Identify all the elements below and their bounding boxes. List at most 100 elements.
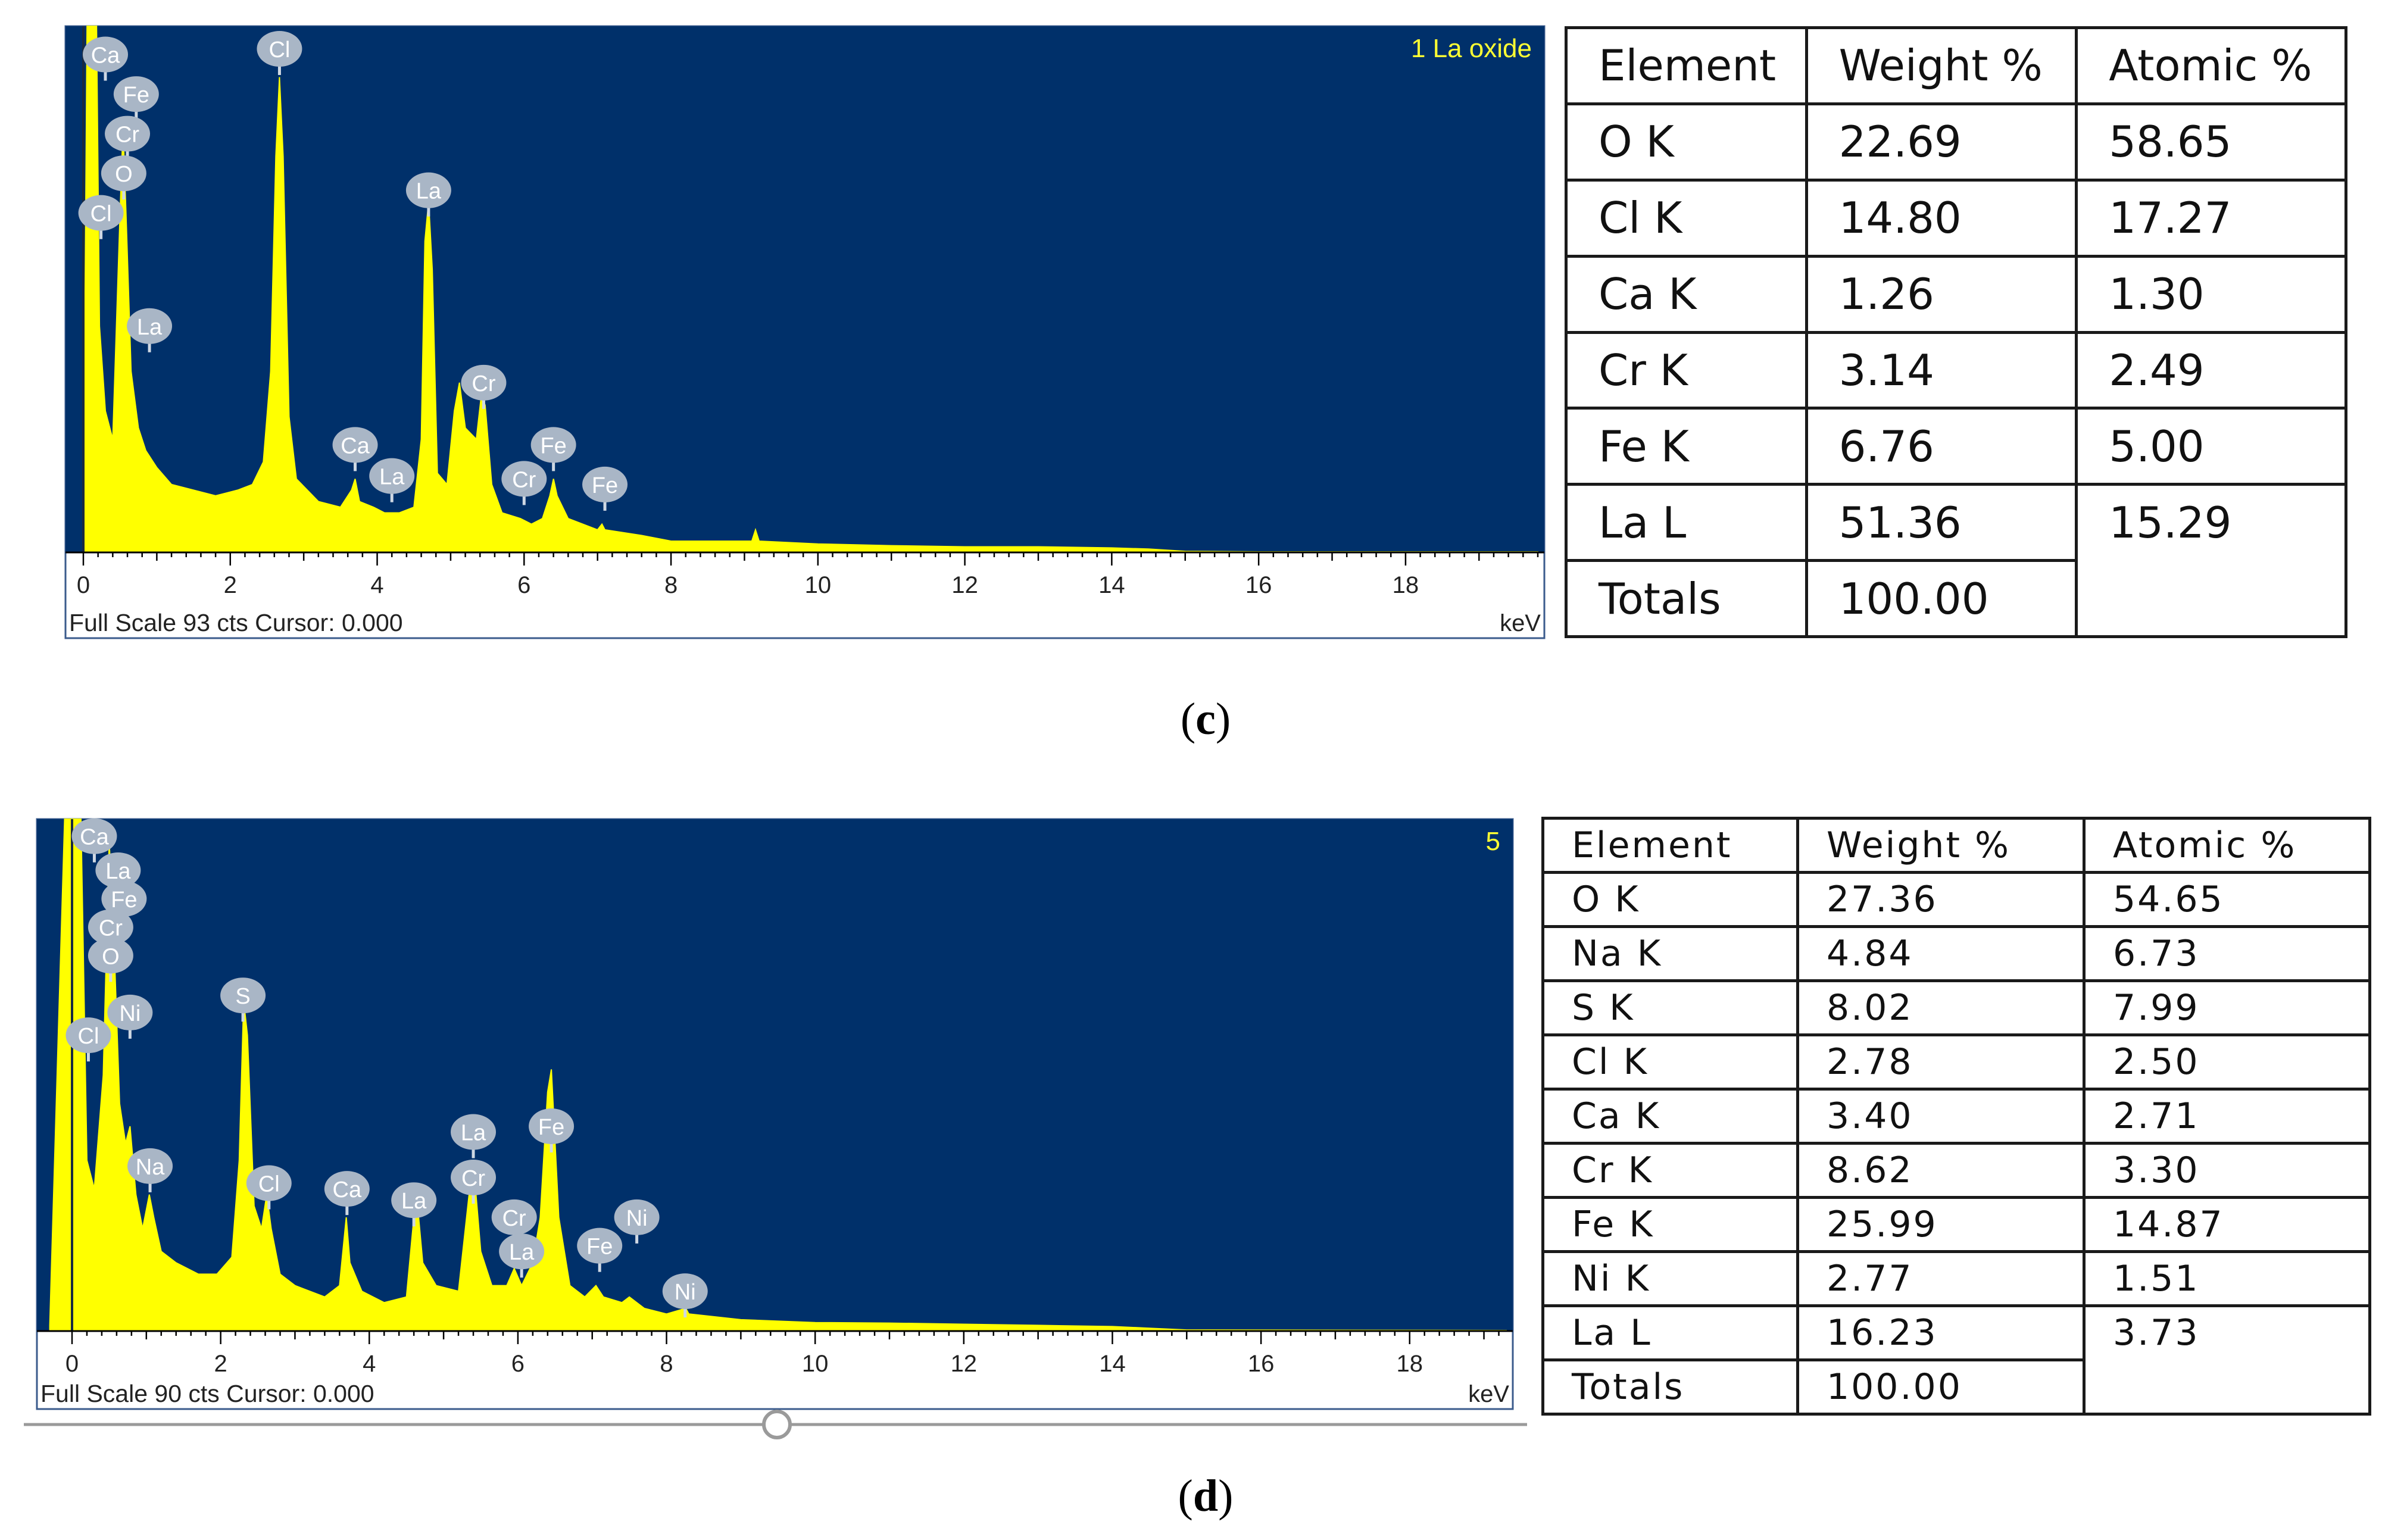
peak-label-badge [530,427,576,463]
cell-element: Ca K [1565,254,1808,334]
x-tick-label: 6 [517,572,530,598]
peak-label-text: Ca [333,1177,362,1202]
label-paren-open: ( [1178,1471,1193,1521]
horizontal-scrollbar[interactable] [24,1410,1527,1439]
peak-label: Ca [332,427,378,471]
spectrum-chart-c: 0 2 4 6 8 10 12 14 16 18 keV Full Scale 93 cts Curs… [64,25,1546,639]
cell-element: Ni K [1541,1250,1799,1307]
peak-label-text: Cl [269,38,290,63]
peak-label-text: Ni [675,1280,696,1305]
cell-atomic: 54.65 [2082,871,2372,928]
cell-weight: 2.78 [1796,1033,2086,1091]
peak-label-badge [246,1165,292,1201]
peak-label-text: Cl [90,202,112,227]
cell-empty [2082,1360,2372,1416]
peak-label-badge [369,458,415,494]
label-paren-close: ) [1218,1471,1234,1521]
cell-weight: 6.76 [1805,407,2078,486]
table-row: La L 51.36 15.29 [1565,483,2347,563]
peak-label-badge [101,880,147,917]
cell-weight: 16.23 [1796,1304,2086,1361]
cell-atomic: 2.71 [2082,1088,2372,1145]
peak-label: Fe [577,1227,623,1272]
table-row: S K 8.02 7.99 [1541,979,2372,1036]
peak-label-badge [491,1199,537,1235]
table-row: O K 27.36 54.65 [1541,871,2372,928]
peak-label-badge [107,994,153,1030]
peak-label-badge [65,1017,111,1054]
peak-label: Fe [530,427,576,471]
cell-totals-label: Totals [1565,559,1808,638]
peak-label: O [88,938,133,982]
x-tick-label: 2 [224,572,237,598]
peak-label-text: Ca [341,433,370,458]
peak-label: Cr [501,461,547,505]
peak-label: La [127,308,173,352]
cell-atomic: 1.51 [2082,1250,2372,1307]
peak-label-text: Cl [258,1172,280,1197]
x-tick-label: 14 [1098,572,1125,598]
label-paren-close: ) [1215,694,1231,744]
plot-area [65,26,1544,552]
peak-label-text: La [461,1121,486,1146]
peak-label-badge [582,466,628,502]
header-atomic: Atomic % [2075,26,2347,105]
peak-label: Ca [324,1171,370,1216]
panel-label-d: (d) [1146,1470,1265,1522]
peak-label-text: S [235,984,250,1009]
peak-label: Cl [246,1165,292,1210]
results-table-c: Element Weight % Atomic % O K 22.69 58.6… [1565,26,2347,638]
peak-label-text: Cr [461,1166,485,1191]
spectrum-title: 5 [1486,827,1500,856]
table-row: Ca K 3.40 2.71 [1541,1088,2372,1145]
x-tick-label: 0 [65,1351,79,1377]
peak-label-text: Fe [538,1115,564,1140]
peak-label-text: O [115,162,133,187]
table-row: Cr K 3.14 2.49 [1565,330,2347,410]
peak-label-text: Fe [123,83,149,108]
x-tick-label: 14 [1099,1351,1126,1377]
peak-label-badge [83,36,129,73]
peak-label: Fe [101,880,147,925]
cell-totals-value: 100.00 [1796,1358,2086,1416]
cell-atomic: 17.27 [2075,178,2347,258]
footer-scale-text: Full Scale 90 cts Cursor: 0.000 [40,1380,374,1407]
table-row: Cr K 8.62 3.30 [1541,1142,2372,1199]
scrollbar-thumb[interactable] [762,1410,792,1439]
cell-weight: 4.84 [1796,925,2086,982]
peak-label-text: Ni [119,1001,141,1026]
cell-weight: 2.77 [1796,1250,2086,1307]
cell-element: Cl K [1565,178,1808,258]
peak-label-badge [451,1114,497,1150]
peak-label-badge [662,1273,708,1310]
peak-label-text: Cl [78,1024,99,1049]
peak-label-text: La [105,859,131,884]
peak-label: Cl [78,195,124,239]
x-tick-label: 8 [660,1351,673,1377]
x-tick-label: 12 [951,572,978,598]
peak-label-text: Fe [586,1235,613,1260]
peak-label: O [101,155,146,200]
peak-label: Fe [529,1108,575,1152]
table-row: Na K 4.84 6.73 [1541,925,2372,982]
table-row: Fe K 6.76 5.00 [1565,407,2347,486]
table-row: Ni K 2.77 1.51 [1541,1250,2372,1307]
cell-element: La L [1565,483,1808,563]
peak-label: Cr [461,364,507,409]
cell-weight: 25.99 [1796,1196,2086,1253]
cell-weight: 3.40 [1796,1088,2086,1145]
peak-label-badge [105,115,151,152]
peak-label-text: Cr [512,467,536,492]
header-atomic: Atomic % [2082,817,2372,874]
peak-label-text: Ca [91,43,120,68]
cell-empty [2075,560,2347,638]
peak-label-badge [324,1171,370,1207]
peak-label-badge [499,1233,545,1270]
peak-label-text: O [102,944,120,969]
x-tick-label: 0 [77,572,90,598]
peak-label-text: Cr [99,916,123,941]
x-tick-label: 6 [511,1351,525,1377]
header-weight: Weight % [1805,26,2078,105]
peak-label: Ca [83,36,129,81]
